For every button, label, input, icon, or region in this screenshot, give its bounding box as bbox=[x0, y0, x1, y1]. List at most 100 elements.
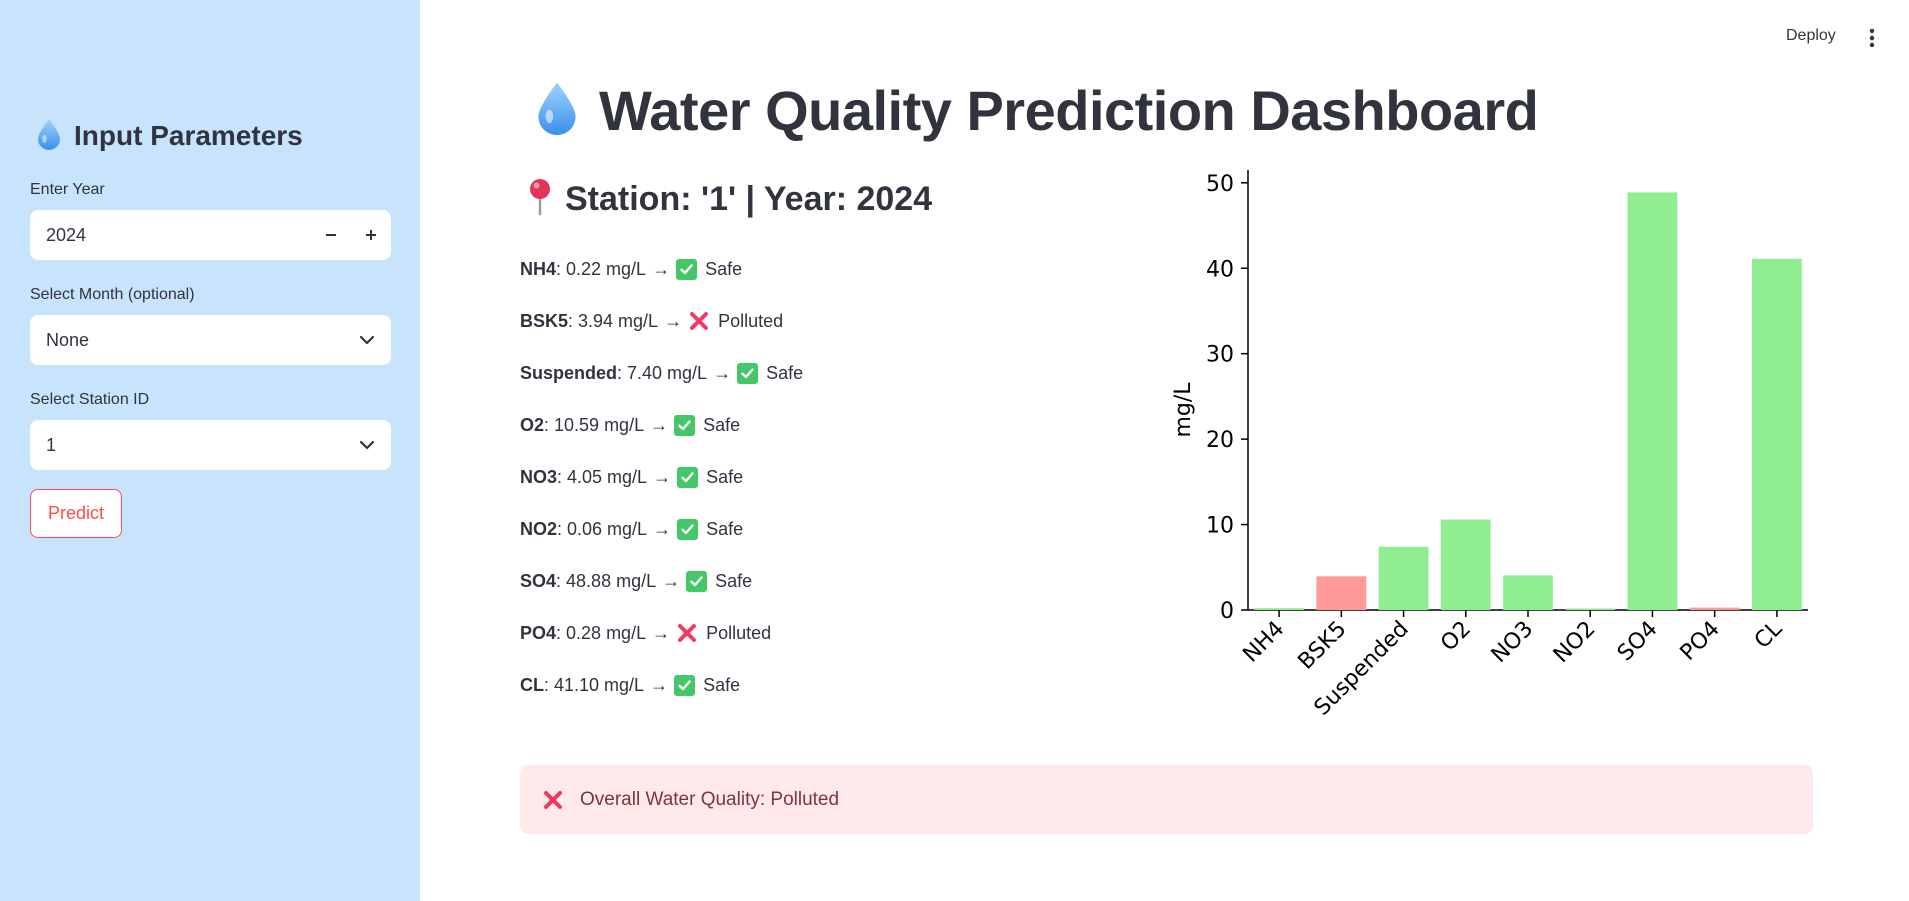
parameter-row: SO4: 48.88 mg/L → Safe bbox=[520, 555, 803, 607]
check-mark-icon bbox=[676, 258, 698, 280]
bar-so4 bbox=[1627, 192, 1678, 610]
parameter-row: CL: 41.10 mg/L → Safe bbox=[520, 659, 803, 711]
predict-button[interactable]: Predict bbox=[30, 489, 122, 538]
check-mark-icon bbox=[686, 570, 708, 592]
overall-quality-text: Overall Water Quality: Polluted bbox=[580, 788, 840, 810]
y-tick-label: 40 bbox=[1206, 257, 1234, 282]
bar-suspended bbox=[1378, 546, 1429, 610]
parameter-name: O2 bbox=[520, 414, 545, 435]
arrow-icon: → bbox=[652, 622, 671, 643]
parameter-value: : 0.28 mg/L bbox=[556, 622, 647, 643]
parameter-row: O2: 10.59 mg/L → Safe bbox=[520, 399, 803, 451]
y-tick-label: 0 bbox=[1220, 599, 1234, 624]
x-tick-label: NO2 bbox=[1549, 617, 1600, 668]
parameter-row: Suspended: 7.40 mg/L → Safe bbox=[520, 347, 803, 399]
parameter-value: : 48.88 mg/L bbox=[556, 570, 657, 591]
chevron-down-icon bbox=[359, 440, 375, 450]
bar-po4 bbox=[1689, 607, 1740, 610]
parameter-status: Safe bbox=[715, 570, 753, 591]
parameter-row: NO3: 4.05 mg/L → Safe bbox=[520, 451, 803, 503]
parameter-name: SO4 bbox=[520, 570, 557, 591]
parameter-value: : 3.94 mg/L bbox=[568, 310, 659, 331]
parameter-row: PO4: 0.28 mg/L → Polluted bbox=[520, 607, 803, 659]
x-tick-label: SO4 bbox=[1613, 617, 1663, 667]
overall-quality-alert: Overall Water Quality: Polluted bbox=[520, 765, 1813, 834]
station-heading-text: Station: '1' | Year: 2024 bbox=[565, 180, 933, 218]
parameter-status: Safe bbox=[703, 414, 741, 435]
x-tick-label: O2 bbox=[1436, 617, 1476, 657]
year-input-value[interactable]: 2024 bbox=[46, 224, 87, 245]
sidebar-header: Input Parameters bbox=[36, 118, 303, 154]
bar-no3 bbox=[1503, 575, 1553, 610]
cross-mark-icon bbox=[676, 622, 698, 644]
y-tick-label: 30 bbox=[1206, 343, 1234, 368]
check-mark-icon bbox=[677, 466, 699, 488]
arrow-icon: → bbox=[653, 518, 672, 539]
check-mark-icon bbox=[737, 362, 759, 384]
parameter-name: NH4 bbox=[520, 258, 557, 279]
parameter-name: Suspended bbox=[520, 362, 618, 383]
sidebar: Input Parameters Enter Year 2024 Select … bbox=[0, 0, 420, 901]
parameter-status: Safe bbox=[766, 362, 804, 383]
arrow-icon: → bbox=[650, 414, 669, 435]
parameter-name: NO2 bbox=[520, 518, 558, 539]
bar-no2 bbox=[1565, 608, 1616, 610]
arrow-icon: → bbox=[662, 570, 681, 591]
arrow-icon: → bbox=[653, 466, 672, 487]
arrow-icon: → bbox=[664, 310, 683, 331]
parameter-name: NO3 bbox=[520, 466, 558, 487]
cross-mark-icon bbox=[688, 310, 710, 332]
parameter-value: : 0.22 mg/L bbox=[556, 258, 647, 279]
station-select[interactable]: 1 bbox=[30, 420, 391, 470]
parameter-value: : 4.05 mg/L bbox=[557, 466, 648, 487]
parameter-row: BSK5: 3.94 mg/L → Polluted bbox=[520, 295, 803, 347]
bar-nh4 bbox=[1254, 608, 1304, 610]
check-mark-icon bbox=[674, 414, 696, 436]
page-title: Water Quality Prediction Dashboard bbox=[535, 78, 1539, 143]
station-label: Select Station ID bbox=[30, 391, 150, 408]
chevron-down-icon bbox=[359, 335, 375, 345]
plus-icon bbox=[366, 230, 376, 240]
arrow-icon: → bbox=[650, 674, 669, 695]
parameter-status: Safe bbox=[706, 466, 744, 487]
bar-bsk5 bbox=[1316, 576, 1367, 610]
parameter-status: Safe bbox=[703, 674, 741, 695]
increment-button[interactable] bbox=[351, 210, 391, 260]
parameter-status: Safe bbox=[705, 258, 743, 279]
x-tick-label: NH4 bbox=[1238, 617, 1289, 668]
bar-cl bbox=[1752, 258, 1802, 610]
parameter-status: Polluted bbox=[706, 622, 772, 643]
station-heading: Station: '1' | Year: 2024 bbox=[527, 178, 932, 221]
page-title-text: Water Quality Prediction Dashboard bbox=[599, 79, 1539, 142]
y-tick-label: 50 bbox=[1206, 172, 1234, 197]
month-label: Select Month (optional) bbox=[30, 286, 195, 303]
x-tick-label: NO3 bbox=[1487, 617, 1538, 668]
bar-o2 bbox=[1440, 519, 1491, 610]
arrow-icon: → bbox=[652, 258, 671, 279]
deploy-button[interactable]: Deploy bbox=[1786, 27, 1836, 44]
cross-mark-icon bbox=[542, 789, 564, 811]
station-select-value: 1 bbox=[46, 434, 57, 455]
parameter-name: PO4 bbox=[520, 622, 557, 643]
more-vertical-icon[interactable] bbox=[1866, 27, 1878, 49]
parameter-status: Polluted bbox=[718, 310, 784, 331]
parameter-value: : 0.06 mg/L bbox=[557, 518, 648, 539]
water-drop-icon bbox=[535, 80, 579, 141]
month-select[interactable]: None bbox=[30, 315, 391, 365]
x-tick-label: CL bbox=[1750, 616, 1788, 654]
x-tick-label: BSK5 bbox=[1294, 617, 1352, 675]
year-number-input[interactable]: 2024 bbox=[30, 210, 391, 260]
parameter-row: NO2: 0.06 mg/L → Safe bbox=[520, 503, 803, 555]
year-label: Enter Year bbox=[30, 181, 105, 198]
decrement-button[interactable] bbox=[311, 210, 351, 260]
parameter-row: NH4: 0.22 mg/L → Safe bbox=[520, 243, 803, 295]
parameter-status: Safe bbox=[706, 518, 744, 539]
y-axis-label: mg/L bbox=[1171, 382, 1196, 438]
parameter-value: : 7.40 mg/L bbox=[617, 362, 708, 383]
pushpin-icon bbox=[527, 178, 553, 221]
check-mark-icon bbox=[674, 674, 696, 696]
parameter-value: : 41.10 mg/L bbox=[544, 674, 645, 695]
minus-icon bbox=[326, 234, 336, 236]
y-tick-label: 10 bbox=[1206, 514, 1234, 539]
